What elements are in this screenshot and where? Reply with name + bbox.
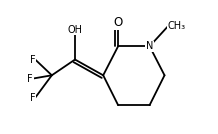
- Text: OH: OH: [68, 25, 83, 35]
- Text: F: F: [30, 55, 35, 65]
- Text: N: N: [146, 41, 153, 51]
- Text: F: F: [30, 93, 35, 103]
- Text: F: F: [27, 74, 33, 84]
- Text: CH₃: CH₃: [168, 21, 186, 31]
- Text: O: O: [114, 16, 123, 29]
